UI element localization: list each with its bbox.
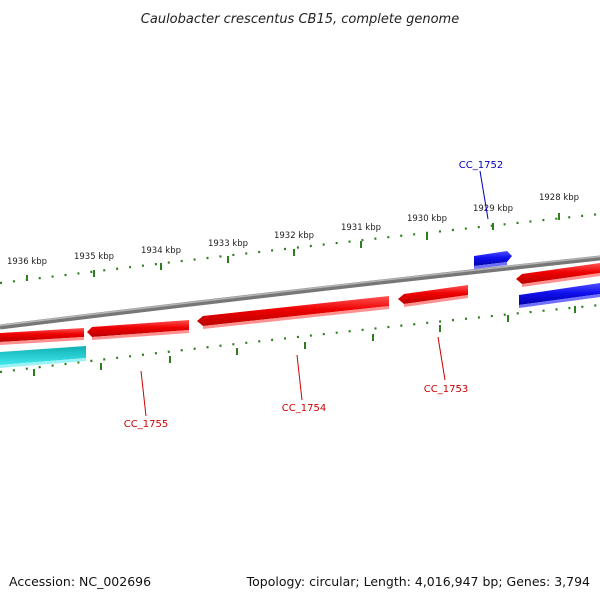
gene-arrow-blue-right-edge[interactable] bbox=[519, 283, 600, 305]
leader-CC_1754 bbox=[296, 354, 303, 401]
gene-arrow-CC_1752[interactable] bbox=[474, 251, 512, 266]
gene-arrow-CC_1753[interactable] bbox=[398, 285, 468, 304]
gene-shadow-blue-right-edge bbox=[519, 294, 600, 308]
reverse-strand-genes bbox=[0, 263, 600, 345]
other-features bbox=[0, 346, 86, 368]
tick-label-1930: 1930 kbp bbox=[407, 214, 447, 224]
gene-shadow-CC_1755-left bbox=[0, 337, 84, 345]
gene-label-CC_1753[interactable]: CC_1753 bbox=[424, 384, 468, 395]
footer-summary: Topology: circular; Length: 4,016,947 bp… bbox=[246, 574, 590, 589]
gene-shadow-CC_1753 bbox=[404, 295, 468, 307]
tick-label-1936: 1936 kbp bbox=[7, 257, 47, 267]
gene-arrow-CC_1754[interactable] bbox=[197, 296, 389, 326]
leader-CC_1753 bbox=[437, 336, 446, 381]
leader-CC_1755 bbox=[140, 370, 147, 417]
tick-label-1932: 1932 kbp bbox=[274, 231, 314, 241]
tick-label-1933: 1933 kbp bbox=[208, 239, 248, 249]
feature-cyan-left[interactable] bbox=[0, 346, 86, 365]
gene-shadow-CC_1752 bbox=[474, 262, 507, 269]
tick-label-1934: 1934 kbp bbox=[141, 246, 181, 256]
outer-ruler-dots bbox=[0, 212, 600, 285]
footer-accession: Accession: NC_002696 bbox=[9, 574, 151, 589]
gene-arrow-right-edge[interactable] bbox=[516, 263, 600, 284]
gene-label-CC_1752[interactable]: CC_1752 bbox=[459, 160, 503, 171]
tick-label-1931: 1931 kbp bbox=[341, 223, 381, 233]
gene-shadow-CC_1755 bbox=[92, 330, 189, 340]
gene-arrow-CC_1755-left[interactable] bbox=[0, 328, 84, 342]
tick-label-1929: 1929 kbp bbox=[473, 204, 513, 214]
gene-arrow-CC_1755[interactable] bbox=[87, 320, 189, 337]
feature-cyan-left-shadow bbox=[0, 358, 86, 368]
genome-backbone-highlight bbox=[0, 255, 600, 327]
gene-shadow-right-edge bbox=[522, 273, 600, 287]
outer-ruler-ticks bbox=[26, 213, 560, 281]
genome-backbone bbox=[0, 255, 600, 330]
gene-shadow-CC_1754 bbox=[203, 306, 389, 329]
inner-ruler-ticks bbox=[33, 306, 576, 376]
tick-label-1928: 1928 kbp bbox=[539, 193, 579, 203]
leader-CC_1752 bbox=[479, 170, 489, 220]
gene-label-CC_1755[interactable]: CC_1755 bbox=[124, 419, 168, 430]
gene-label-CC_1754[interactable]: CC_1754 bbox=[282, 403, 326, 414]
forward-strand-genes bbox=[474, 251, 600, 308]
gene-label-leaders bbox=[140, 170, 489, 417]
map-title: Caulobacter crescentus CB15, complete ge… bbox=[141, 12, 459, 27]
tick-label-1935: 1935 kbp bbox=[74, 252, 114, 262]
tick-labels: 1936 kbp 1935 kbp 1934 kbp 1933 kbp 1932… bbox=[7, 193, 579, 267]
gene-labels: CC_1752 CC_1753 CC_1754 CC_1755 bbox=[124, 160, 503, 430]
